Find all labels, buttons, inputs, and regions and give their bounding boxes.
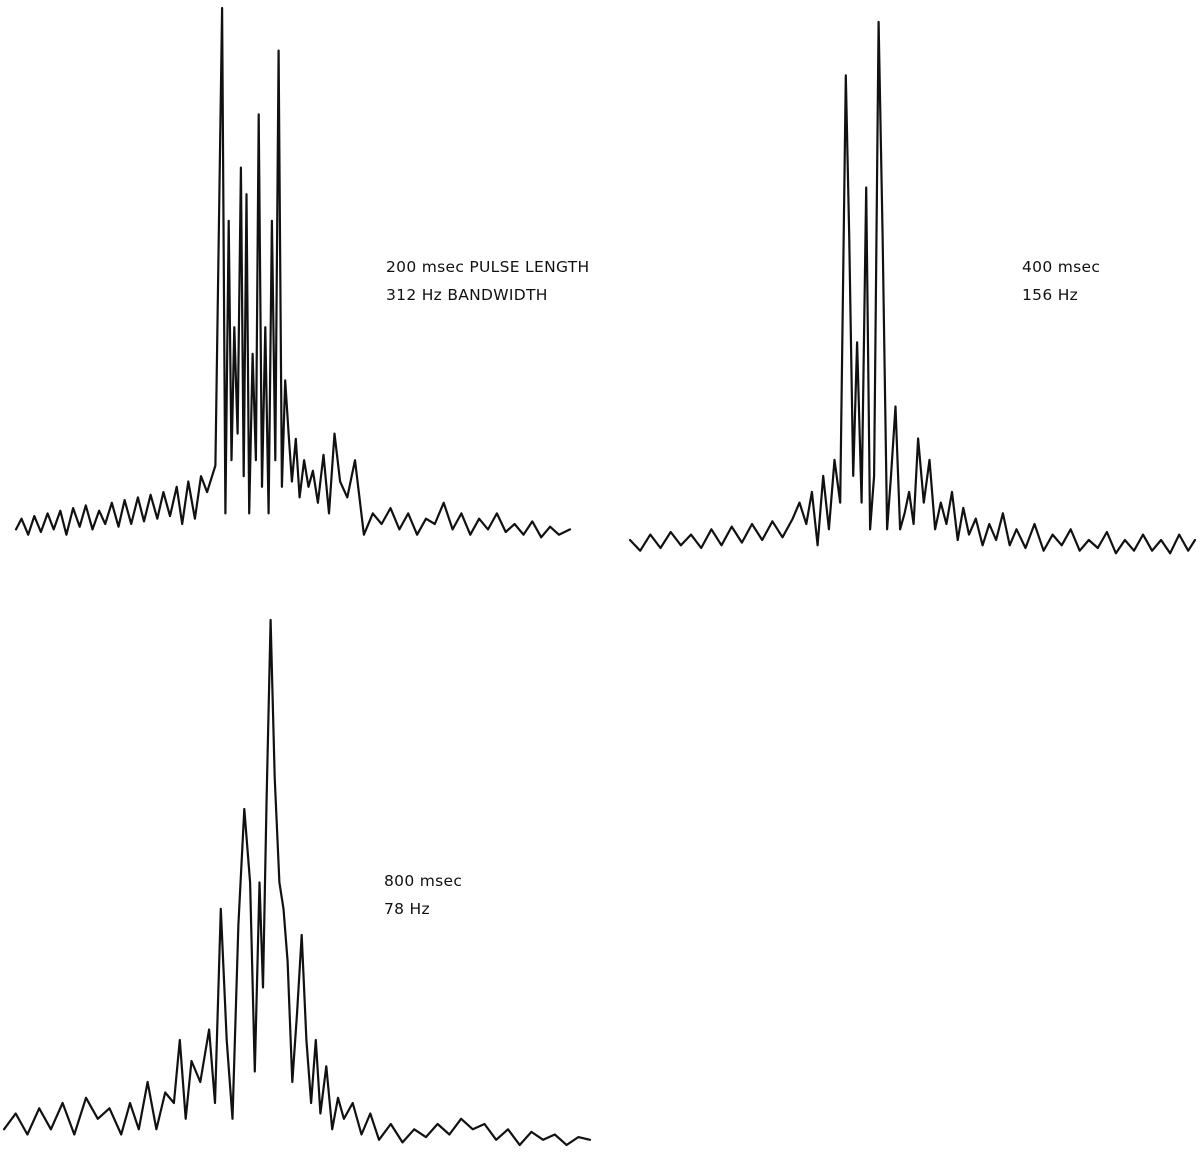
spectrum-trace-400ms [628, 20, 1197, 555]
annotation-156-hz: 156 Hz [1022, 286, 1079, 304]
annotation-800-msec: 800 msec [384, 872, 463, 890]
spectrum-trace-800ms [2, 618, 592, 1147]
annotation-400-msec: 400 msec [1022, 258, 1101, 276]
spectrum-trace-200ms [14, 6, 572, 539]
annotation-bandwidth: 312 Hz BANDWIDTH [386, 286, 548, 304]
annotation-pulse-length: 200 msec PULSE LENGTH [386, 258, 590, 276]
annotation-78-hz: 78 Hz [384, 900, 430, 918]
